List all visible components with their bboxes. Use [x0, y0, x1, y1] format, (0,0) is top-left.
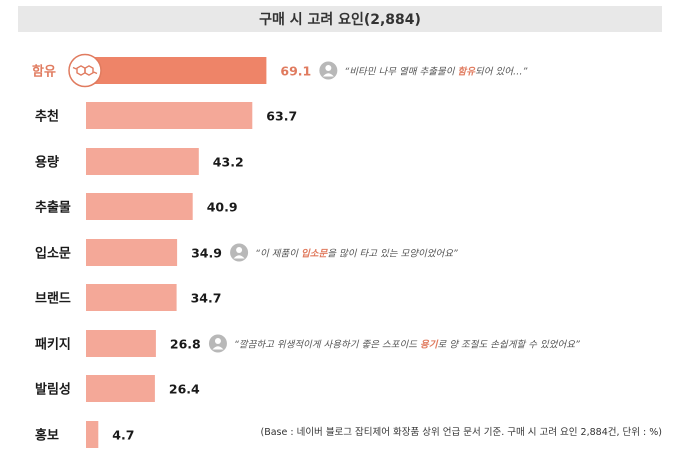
data-label: 63.7 [266, 109, 297, 124]
bar [86, 102, 253, 129]
bar [86, 148, 199, 175]
chart-title: 구매 시 고려 요인(2,884) [18, 6, 662, 32]
data-label: 40.9 [207, 200, 238, 215]
footnote: (Base : 네이버 블로그 잡티제어 화장품 상위 언급 문서 기준. 구매… [260, 427, 663, 438]
category-label: 용량 [35, 155, 59, 171]
category-label: 브랜드 [35, 291, 71, 307]
category-label: 패키지 [35, 338, 71, 353]
category-label: 홍보 [35, 428, 59, 444]
annotation-quote: “비타민 나무 열매 추출물이 함유되어 있어…” [344, 66, 527, 78]
bar [86, 375, 155, 402]
category-label: 추천 [35, 109, 59, 125]
user-icon [319, 61, 338, 80]
bar [86, 284, 177, 311]
bar [86, 193, 193, 220]
user-icon [208, 334, 227, 353]
bar [86, 330, 156, 357]
annotation-quote: “이 제품이 입소문을 많이 타고 있는 모양이었어요” [255, 248, 458, 260]
bar [86, 239, 178, 266]
user-icon [230, 243, 249, 262]
data-label: 34.9 [191, 246, 222, 261]
bar [86, 421, 99, 448]
bar [86, 57, 267, 84]
category-label: 추출물 [35, 200, 71, 216]
data-label: 26.4 [169, 382, 200, 397]
data-label: 34.7 [191, 291, 222, 306]
category-label: 입소문 [35, 247, 71, 262]
data-label: 69.1 [280, 64, 311, 79]
category-label: 함유 [32, 64, 56, 80]
data-label: 4.7 [112, 428, 134, 443]
data-label: 43.2 [213, 155, 244, 170]
data-label: 26.8 [170, 337, 201, 352]
molecule-icon [68, 53, 102, 88]
category-label: 발림성 [35, 382, 71, 398]
annotation-quote: “깔끔하고 위생적이게 사용하기 좋은 스포이드 용기로 양 조절도 손쉽게할 … [234, 339, 580, 351]
